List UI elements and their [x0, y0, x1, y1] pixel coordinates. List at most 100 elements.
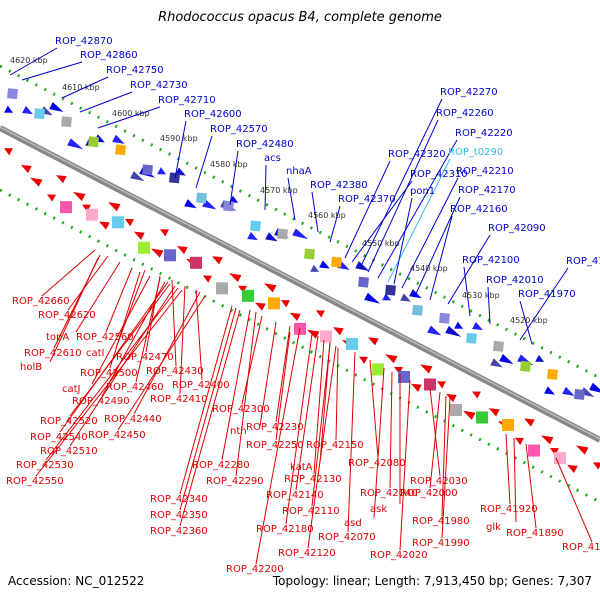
top-label-leader: [429, 215, 453, 301]
top-label-leader: [287, 177, 296, 221]
top-gene-label: ROP_42600: [184, 109, 242, 120]
bottom-label-leader: [49, 257, 99, 363]
gene-box-forward: [385, 284, 396, 296]
top-label-leader: [367, 119, 439, 273]
bottom-gene-label: catJ: [62, 384, 81, 395]
gene-arrow-forward: [382, 293, 392, 301]
tick-label: 4520 kbp: [510, 316, 548, 325]
accession-label: Accession: NC_012522: [8, 574, 145, 588]
bottom-gene-label: ROP_41890: [506, 528, 564, 539]
gene-box-reverse: [528, 444, 540, 457]
tick-label: 4620 kbp: [10, 56, 48, 65]
gene-box-forward: [196, 192, 207, 204]
gene-arrow-reverse: [82, 204, 91, 212]
bottom-label-leader: [441, 395, 447, 517]
gene-arrow-reverse: [177, 246, 188, 255]
gene-box-reverse: [476, 411, 488, 424]
top-label-leader: [9, 47, 58, 76]
gene-arrow-reverse: [541, 435, 554, 445]
gene-arrow-reverse: [593, 462, 600, 470]
topology-label: Topology: linear; Length: 7,913,450 bp; …: [272, 574, 592, 588]
bottom-label-leader: [35, 289, 183, 477]
gene-arrow-reverse: [99, 221, 110, 230]
bottom-label-leader: [525, 443, 537, 529]
bottom-label-leader: [441, 397, 451, 539]
top-gene-label: ROP_42570: [210, 124, 268, 135]
genome-backbone: [0, 125, 600, 443]
bottom-gene-label: ROP_42110: [282, 506, 340, 517]
gene-arrow-reverse: [437, 381, 446, 389]
top-label-leader: [174, 120, 187, 179]
bottom-gene-label: ROP_42470: [116, 352, 174, 363]
top-gene-label: ROP_42750: [106, 65, 164, 76]
gene-box-forward: [61, 116, 72, 128]
tick-label: 4570 kbp: [260, 186, 298, 195]
top-gene-label: ROP_42860: [80, 50, 138, 61]
top-label-leader: [97, 106, 161, 129]
bottom-label-leader: [109, 271, 141, 369]
bottom-label-leader: [59, 281, 169, 433]
top-label-leader: [393, 197, 413, 285]
gene-arrow-reverse: [290, 312, 301, 321]
top-label-leader: [21, 61, 83, 81]
top-gene-label: ROP_42210: [456, 166, 514, 177]
gene-box-forward: [466, 332, 477, 344]
gene-arrow-reverse: [316, 310, 325, 318]
bottom-gene-label: topA: [46, 332, 69, 343]
gene-arrow-forward: [535, 354, 545, 362]
tick-label: 4560 kbp: [308, 211, 346, 220]
gene-arrow-reverse: [463, 410, 476, 420]
top-label-leader: [414, 196, 461, 297]
bottom-gene-label: ROP_42030: [410, 476, 468, 487]
bottom-gene-label: asd: [344, 518, 362, 529]
gene-box-reverse: [320, 330, 332, 343]
bottom-label-leader: [373, 367, 385, 519]
gene-box-forward: [574, 389, 585, 400]
top-label-leader: [351, 180, 413, 263]
gene-box-forward: [223, 200, 234, 212]
gene-arrow-reverse: [394, 366, 403, 375]
genome-title: Rhodococcus opacus B4, complete genome: [158, 10, 442, 25]
top-gene-label: ROP_42380: [310, 180, 368, 191]
top-label-leader: [329, 205, 341, 243]
bottom-label-leader: [335, 347, 339, 441]
bottom-label-leader: [307, 345, 337, 549]
gene-arrow-forward: [400, 293, 411, 302]
bottom-gene-label: nth: [230, 426, 247, 437]
gene-arrow-forward: [49, 101, 64, 112]
gene-arrow-reverse: [359, 356, 368, 364]
gene-arrow-reverse: [56, 175, 67, 184]
gene-box-reverse: [554, 452, 566, 465]
top-label-leader: [447, 234, 491, 305]
top-gene-label: ROP_42090: [488, 223, 546, 234]
gene-arrow-forward: [544, 386, 555, 395]
bottom-gene-label: ROP_42040: [360, 488, 418, 499]
bottom-label-leader: [133, 291, 201, 415]
gene-arrow-forward: [562, 386, 575, 396]
top-gene-label: ROP_42370: [338, 194, 396, 205]
gene-arrow-reverse: [151, 248, 164, 258]
gene-box-forward: [547, 368, 558, 380]
gene-box-forward: [88, 136, 99, 148]
bottom-gene-label: ROP_42610: [24, 348, 82, 359]
gene-box-reverse: [164, 249, 176, 262]
bottom-label-leader: [105, 267, 133, 333]
bottom-gene-label: ROP_42080: [348, 458, 406, 469]
tick-label: 4540 kbp: [410, 264, 448, 273]
bottom-label-leader: [75, 261, 121, 333]
bottom-label-leader: [45, 287, 179, 461]
top-label-leader: [359, 98, 443, 269]
top-gene-label: nhaA: [286, 166, 312, 177]
gene-box-reverse: [242, 289, 254, 302]
gene-box-forward: [304, 248, 315, 260]
top-gene-label: ROP_42010: [486, 275, 544, 286]
bottom-gene-label: ROP_42490: [72, 396, 130, 407]
top-label-leader: [401, 177, 459, 289]
bottom-gene-label: ROP_42450: [88, 430, 146, 441]
bottom-gene-label: ROP_42000: [400, 488, 458, 499]
gene-arrow-reverse: [576, 445, 589, 455]
bottom-gene-label: ROP_42200: [226, 564, 284, 575]
gene-arrow-reverse: [333, 327, 344, 336]
gene-arrow-reverse: [420, 364, 433, 374]
